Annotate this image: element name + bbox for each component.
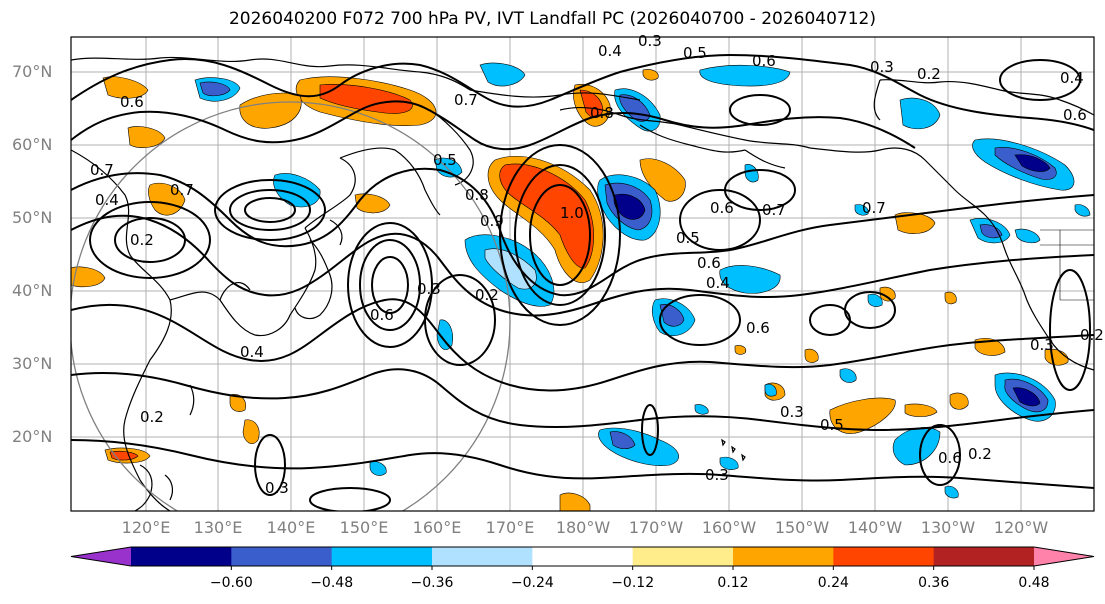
landfall-region-circle bbox=[71, 101, 511, 511]
colorbar-segment bbox=[733, 547, 834, 566]
lon-label-180w: 180°W bbox=[555, 518, 611, 537]
lon-label-140e: 140°E bbox=[266, 518, 316, 537]
colorbar-segment bbox=[833, 547, 935, 566]
contour-label: 0.9 bbox=[480, 212, 504, 230]
contour-label: 0.6 bbox=[938, 449, 962, 467]
lon-label-160e: 160°E bbox=[412, 518, 462, 537]
colorbar-tick-label: 0.12 bbox=[717, 575, 749, 591]
contour-label: 0.7 bbox=[170, 181, 194, 199]
contour-label: 0.6 bbox=[746, 319, 770, 337]
lon-label-170w: 170°W bbox=[628, 518, 684, 537]
contour-label: 0.4 bbox=[1060, 69, 1084, 87]
colorbar-segment bbox=[231, 547, 333, 566]
contour-label: 0.7 bbox=[862, 199, 886, 217]
colorbar-segment bbox=[432, 547, 533, 566]
contour-label: 0.4 bbox=[706, 274, 730, 292]
colorbar-tick-label: 0.36 bbox=[918, 575, 950, 591]
colorbar-segment bbox=[331, 547, 433, 566]
lon-label-160w: 160°W bbox=[701, 518, 757, 537]
contour-label: 0.6 bbox=[752, 52, 776, 70]
contour-label: 0.5 bbox=[683, 44, 707, 62]
contour-label: 0.6 bbox=[120, 93, 144, 111]
contour-label: 0.2 bbox=[140, 408, 164, 426]
lat-label-70n: 70°N bbox=[12, 62, 53, 81]
contour-label: 0.3 bbox=[638, 32, 662, 50]
colorbar-segment bbox=[532, 547, 634, 566]
lon-label-170e: 170°E bbox=[485, 518, 535, 537]
lat-label-50n: 50°N bbox=[12, 208, 53, 227]
lon-label-130w: 130°W bbox=[920, 518, 976, 537]
lon-label-130e: 130°E bbox=[193, 518, 243, 537]
lon-label-120e: 120°E bbox=[121, 518, 171, 537]
lat-label-30n: 30°N bbox=[12, 354, 53, 373]
colorbar-tick-label: −0.48 bbox=[310, 575, 354, 591]
contour-label: 0.2 bbox=[968, 445, 992, 463]
contour-label: 0.4 bbox=[598, 42, 622, 60]
contour-label: 0.3 bbox=[417, 280, 441, 298]
contour-label: 0.8 bbox=[590, 104, 614, 122]
colorbar bbox=[70, 546, 1095, 570]
contour-label: 0.5 bbox=[820, 416, 844, 434]
colorbar-segment bbox=[933, 547, 1035, 566]
colorbar-tick-label: 0.48 bbox=[1018, 575, 1050, 591]
contour-label: 0.5 bbox=[676, 229, 700, 247]
contour-label: 0.2 bbox=[917, 65, 941, 83]
contour-label: 0.3 bbox=[265, 479, 289, 497]
contour-label: 0.3 bbox=[870, 58, 894, 76]
lon-label-150e: 150°E bbox=[339, 518, 389, 537]
shading-positive bbox=[71, 69, 1069, 511]
pv-contours bbox=[71, 53, 1094, 511]
contour-label: 0.5 bbox=[433, 151, 457, 169]
contour-label: 0.6 bbox=[1063, 106, 1087, 124]
lat-label-60n: 60°N bbox=[12, 135, 53, 154]
contour-label: 0.6 bbox=[370, 306, 394, 324]
lat-label-20n: 20°N bbox=[12, 427, 53, 446]
colorbar-tick-label: −0.24 bbox=[510, 575, 554, 591]
contour-label: 0.8 bbox=[465, 186, 489, 204]
map-title: 2026040200 F072 700 hPa PV, IVT Landfall… bbox=[228, 9, 876, 29]
coastlines bbox=[71, 56, 1094, 511]
colorbar-tick-label: −0.12 bbox=[611, 575, 655, 591]
colorbar-outline bbox=[70, 546, 1095, 567]
lon-label-140w: 140°W bbox=[847, 518, 903, 537]
contour-label: 0.6 bbox=[710, 199, 734, 217]
colorbar-tick-label: −0.60 bbox=[209, 575, 253, 591]
colorbar-tick-label: −0.36 bbox=[410, 575, 454, 591]
colorbar-segment bbox=[131, 547, 232, 566]
colorbar-tick-label: 0.60 bbox=[1099, 575, 1105, 591]
lon-label-150w: 150°W bbox=[774, 518, 830, 537]
contour-label: 0.2 bbox=[1080, 326, 1104, 344]
contour-label: 0.4 bbox=[240, 343, 264, 361]
colorbar-extend-high bbox=[1034, 547, 1094, 566]
contour-label: 0.7 bbox=[90, 161, 114, 179]
contour-label: 0.3 bbox=[705, 466, 729, 484]
contour-label: 0.7 bbox=[762, 201, 786, 219]
contour-label: 0.3 bbox=[780, 403, 804, 421]
contour-label: 0.4 bbox=[95, 191, 119, 209]
colorbar-segment bbox=[632, 547, 734, 566]
contour-label: 1.0 bbox=[560, 204, 584, 222]
contour-label: 0.2 bbox=[475, 286, 499, 304]
contour-label: 0.7 bbox=[454, 91, 478, 109]
lon-label-120w: 120°W bbox=[993, 518, 1049, 537]
colorbar-extend-low bbox=[71, 547, 131, 566]
lat-label-40n: 40°N bbox=[12, 281, 53, 300]
contour-label: 0.2 bbox=[130, 231, 154, 249]
contour-labels: 0.3 0.4 0.5 0.6 0.3 0.2 0.6 0.8 0.9 0.3 0.6 0.7 0.2 0… bbox=[90, 32, 1104, 497]
colorbar-tick-label: 0.24 bbox=[817, 575, 849, 591]
contour-label: 0.3 bbox=[1030, 336, 1054, 354]
contour-label: 0.6 bbox=[697, 254, 721, 272]
plot-border bbox=[70, 36, 1095, 512]
